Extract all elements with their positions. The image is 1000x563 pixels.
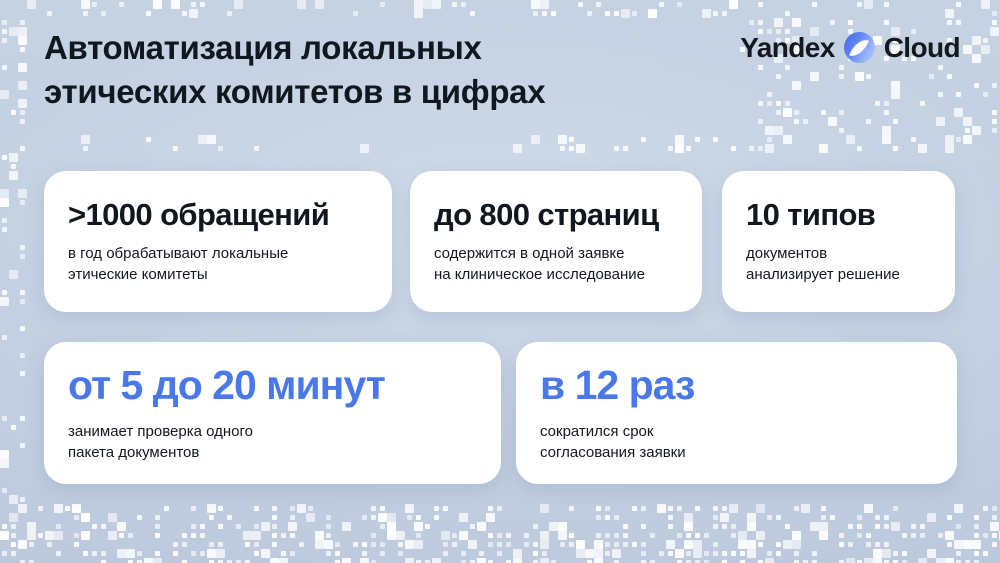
stat-description: документов анализирует решение bbox=[746, 243, 931, 286]
page-title-line-2: этических комитетов в цифрах bbox=[44, 72, 546, 110]
stat-card-stranic: до 800 страниц содержится в одной заявке… bbox=[410, 171, 702, 312]
stat-description: в год обрабатывают локальные этические к… bbox=[68, 243, 368, 286]
page-title-line-1: Автоматизация локальных bbox=[44, 29, 482, 66]
stat-description-line-1: занимает проверка одного bbox=[68, 422, 253, 440]
yandex-cloud-logo[interactable]: Yandex Cloud bbox=[740, 31, 961, 63]
stat-description-line-2: пакета документов bbox=[68, 444, 200, 462]
slide-header: Автоматизация локальных этических комите… bbox=[44, 26, 961, 114]
stat-value: до 800 страниц bbox=[434, 196, 659, 232]
stat-description-line-1: сократился срок bbox=[540, 422, 654, 440]
stat-value: 10 типов bbox=[746, 196, 876, 232]
yandex-cloud-leaf-icon bbox=[843, 32, 875, 63]
stat-card-minut: от 5 до 20 минут занимает проверка одног… bbox=[44, 342, 501, 484]
leaf-shape bbox=[849, 35, 870, 60]
stat-description: содержится в одной заявке на клиническое… bbox=[434, 243, 678, 286]
stat-description-line-1: содержится в одной заявке bbox=[434, 244, 625, 262]
stat-value: в 12 раз bbox=[540, 361, 695, 408]
stat-description: сократился срок согласования заявки bbox=[540, 421, 933, 464]
logo-word-yandex: Yandex bbox=[740, 31, 835, 63]
stat-description-line-2: на клиническое исследование bbox=[434, 266, 645, 284]
stat-description: занимает проверка одного пакета документ… bbox=[68, 421, 477, 464]
stat-value: от 5 до 20 минут bbox=[68, 361, 386, 408]
stat-description-line-2: анализирует решение bbox=[746, 266, 900, 284]
page-title: Автоматизация локальных этических комите… bbox=[44, 26, 546, 114]
stat-description-line-2: этические комитеты bbox=[68, 266, 208, 284]
stat-description-line-1: в год обрабатывают локальные bbox=[68, 244, 289, 262]
stat-value: >1000 обращений bbox=[68, 196, 330, 232]
logo-word-cloud: Cloud bbox=[883, 31, 961, 63]
stat-description-line-2: согласования заявки bbox=[540, 444, 686, 462]
stat-description-line-1: документов bbox=[746, 244, 828, 262]
stat-card-raz: в 12 раз сократился срок согласования за… bbox=[516, 342, 957, 484]
stat-card-tipov: 10 типов документов анализирует решение bbox=[722, 171, 955, 312]
stat-card-obrashcheniy: >1000 обращений в год обрабатывают локал… bbox=[44, 171, 392, 312]
